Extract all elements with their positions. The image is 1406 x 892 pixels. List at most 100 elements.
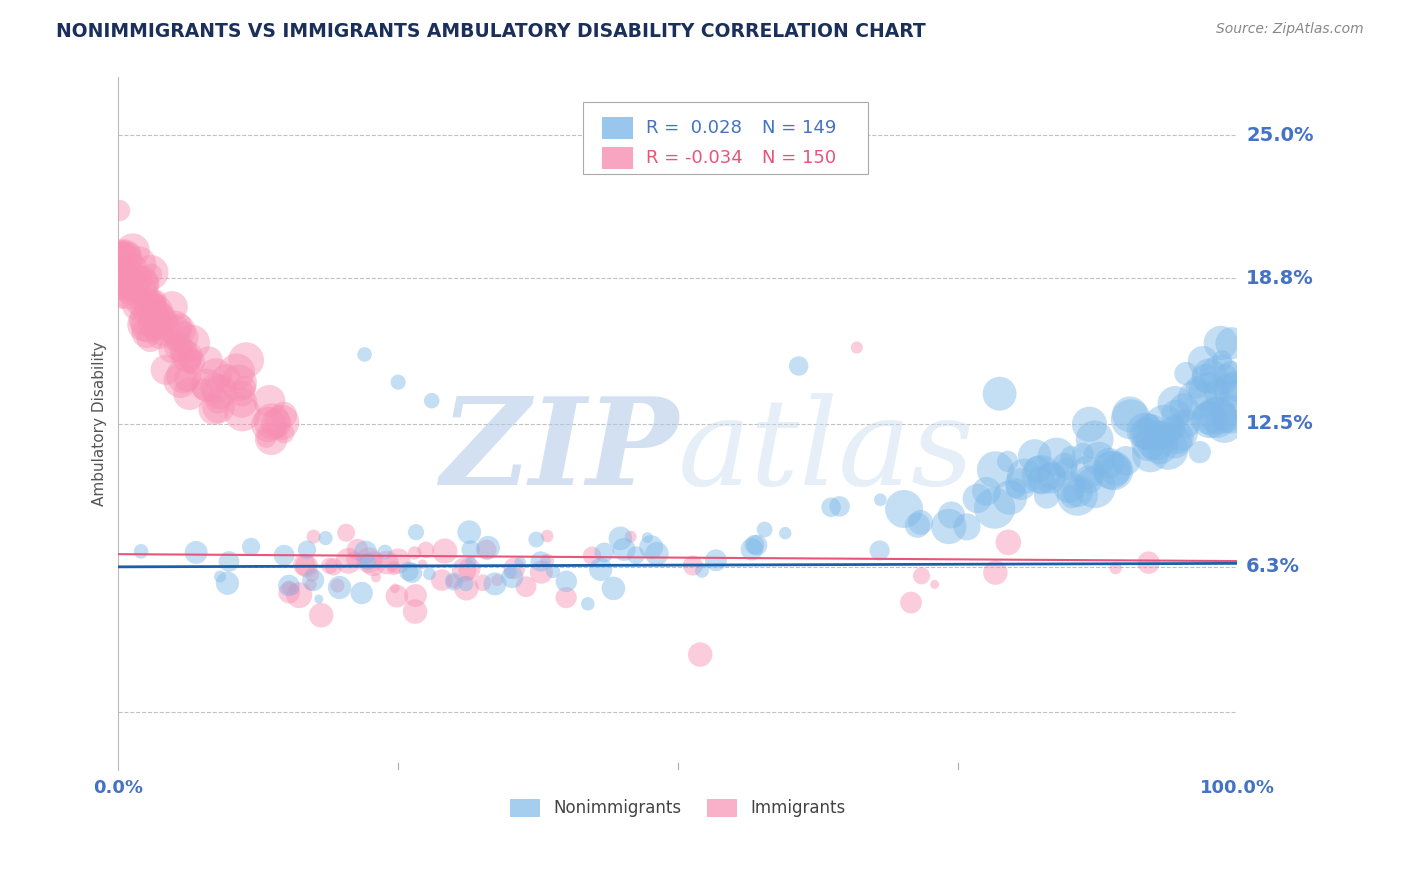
Point: [231, 395, 253, 409]
Point: [350, 586, 373, 600]
Point: [636, 531, 658, 545]
Point: [134, 313, 156, 327]
Point: [387, 554, 409, 568]
Point: [273, 426, 295, 441]
Point: [1119, 407, 1142, 421]
Y-axis label: Ambulatory Disability: Ambulatory Disability: [93, 342, 107, 506]
Text: ZIP: ZIP: [440, 392, 678, 511]
Point: [231, 406, 253, 420]
Point: [401, 566, 423, 580]
Point: [907, 518, 929, 533]
Legend: Nonimmigrants, Immigrants: Nonimmigrants, Immigrants: [503, 792, 852, 824]
Text: 18.8%: 18.8%: [1246, 268, 1313, 288]
Point: [108, 203, 131, 218]
Point: [240, 540, 263, 554]
Point: [264, 416, 287, 430]
Point: [460, 542, 482, 557]
Point: [1213, 369, 1236, 384]
Point: [202, 403, 225, 417]
Point: [197, 378, 219, 392]
Point: [343, 552, 366, 566]
Text: R = -0.034: R = -0.034: [647, 149, 744, 167]
Point: [581, 549, 603, 563]
Point: [302, 530, 325, 544]
Point: [149, 327, 172, 342]
Point: [387, 375, 409, 389]
Point: [131, 276, 153, 290]
Point: [1102, 464, 1125, 478]
Point: [138, 318, 160, 332]
Point: [1219, 366, 1241, 380]
Point: [845, 341, 868, 355]
Point: [148, 313, 170, 327]
Point: [259, 394, 281, 409]
Point: [1164, 397, 1187, 411]
Point: [1213, 417, 1236, 431]
Point: [180, 335, 202, 350]
Point: [593, 545, 616, 559]
Point: [278, 585, 301, 599]
Point: [132, 284, 155, 298]
Point: [1045, 450, 1067, 464]
Point: [125, 273, 148, 287]
Point: [270, 416, 292, 430]
Point: [576, 597, 599, 611]
Point: [114, 249, 136, 263]
Point: [997, 535, 1019, 549]
Point: [530, 554, 553, 568]
Point: [1137, 437, 1160, 451]
Point: [322, 559, 344, 574]
Point: [966, 491, 988, 506]
Point: [235, 353, 257, 368]
Point: [1168, 425, 1191, 440]
Point: [924, 577, 946, 591]
Point: [318, 558, 340, 573]
Point: [1057, 480, 1080, 494]
Point: [1010, 477, 1032, 491]
Point: [869, 492, 891, 507]
Point: [609, 532, 631, 546]
Text: N = 150: N = 150: [762, 149, 835, 167]
Point: [315, 531, 337, 545]
Text: 25.0%: 25.0%: [1246, 126, 1313, 145]
Point: [1053, 458, 1076, 473]
Point: [477, 541, 499, 555]
Point: [127, 257, 149, 271]
Point: [1161, 422, 1184, 436]
Point: [458, 562, 481, 576]
Point: [115, 277, 138, 291]
Text: 100.0%: 100.0%: [1199, 780, 1275, 797]
Point: [541, 564, 564, 578]
Point: [536, 554, 558, 568]
Point: [134, 318, 156, 332]
Point: [536, 529, 558, 543]
Point: [1173, 401, 1195, 415]
Point: [1206, 385, 1229, 400]
Point: [941, 508, 963, 522]
Point: [624, 548, 647, 562]
FancyBboxPatch shape: [602, 117, 633, 139]
Point: [218, 554, 240, 568]
Point: [1166, 430, 1188, 444]
Text: 12.5%: 12.5%: [1246, 414, 1313, 434]
Point: [404, 605, 426, 619]
Point: [326, 578, 349, 592]
Point: [405, 589, 427, 603]
Point: [111, 260, 134, 275]
Point: [129, 544, 152, 558]
Point: [346, 542, 368, 557]
Point: [167, 324, 190, 338]
Point: [191, 382, 214, 396]
Point: [141, 267, 163, 281]
Point: [741, 542, 763, 557]
Point: [499, 566, 522, 580]
Point: [139, 294, 162, 309]
Point: [475, 542, 498, 557]
Point: [121, 244, 143, 258]
Point: [335, 525, 357, 540]
Point: [273, 408, 295, 422]
Point: [160, 343, 183, 358]
Point: [233, 381, 256, 395]
Point: [1060, 450, 1083, 464]
Point: [359, 553, 381, 567]
